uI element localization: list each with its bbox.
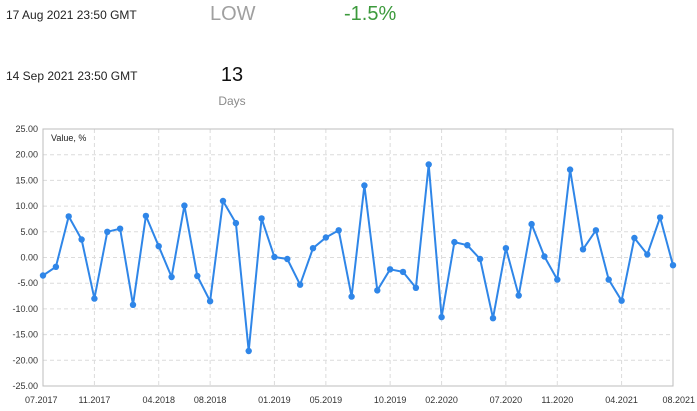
data-point: [631, 234, 638, 242]
data-point: [489, 315, 497, 322]
duration-value: 13: [220, 64, 244, 86]
data-point: [644, 251, 651, 258]
data-point: [219, 197, 227, 205]
y-tick-label: 20.00: [15, 150, 38, 160]
y-tick-label: 25.00: [15, 124, 38, 134]
data-point: [116, 225, 124, 232]
y-tick-label: 10.00: [15, 201, 38, 211]
data-point: [515, 292, 522, 299]
x-tick-label: 11.2017: [78, 395, 110, 405]
x-tick-label: 08.2021: [662, 395, 695, 405]
series-line: [42, 163, 674, 352]
data-point: [412, 284, 420, 291]
legend-label: Value, %: [51, 133, 86, 143]
data-point: [168, 273, 175, 281]
data-point: [129, 301, 137, 308]
data-point: [284, 255, 291, 263]
data-point: [425, 161, 432, 168]
data-point: [618, 297, 625, 304]
x-axis-ticks: 07.2017 11.2017 04.2018 08.2018 01.2019 05.20…: [25, 395, 695, 405]
y-tick-label: -20.00: [12, 355, 38, 365]
x-tick-label: 04.2021: [605, 395, 638, 405]
data-point: [566, 166, 574, 173]
data-point: [322, 234, 330, 241]
data-point: [541, 253, 548, 260]
data-point: [91, 295, 98, 302]
x-tick-label: 02.2020: [425, 395, 458, 405]
data-point: [155, 243, 162, 250]
data-point: [271, 253, 278, 261]
data-point: [52, 263, 60, 270]
y-tick-label: -15.00: [12, 330, 38, 340]
data-point: [309, 245, 317, 252]
data-point: [451, 238, 458, 246]
data-point: [605, 276, 612, 283]
x-tick-label: 08.2018: [194, 395, 227, 405]
data-point: [65, 213, 72, 220]
data-point: [656, 214, 664, 221]
x-tick-label: 10.2019: [374, 395, 407, 405]
direction-label: LOW: [210, 3, 256, 25]
data-point: [476, 255, 484, 263]
data-point: [335, 227, 342, 234]
data-point: [194, 272, 201, 280]
data-point: [348, 293, 355, 300]
y-tick-label: 0.00: [20, 253, 38, 263]
data-point: [296, 281, 304, 288]
plot-area: [42, 128, 674, 387]
data-point: [78, 236, 85, 243]
data-point: [39, 272, 47, 279]
data-point: [386, 266, 394, 273]
data-point: [258, 215, 265, 222]
x-tick-label: 01.2019: [258, 395, 291, 405]
data-point: [142, 212, 150, 220]
data-point: [181, 202, 188, 209]
data-points: [39, 161, 677, 355]
data-point: [104, 228, 111, 235]
data-point: [374, 287, 381, 294]
data-point: [245, 347, 252, 355]
start-date: 17 Aug 2021 23:50 GMT: [6, 8, 137, 22]
x-tick-label: 07.2020: [490, 395, 523, 405]
y-tick-label: 5.00: [20, 227, 38, 237]
change-value: -1.5%: [344, 3, 397, 25]
data-point: [528, 220, 535, 228]
data-point: [399, 268, 407, 276]
y-tick-label: 15.00: [15, 175, 38, 185]
data-point: [438, 313, 445, 321]
data-point: [554, 276, 561, 283]
data-point: [361, 182, 368, 189]
end-date: 14 Sep 2021 23:50 GMT: [6, 69, 138, 83]
y-tick-label: -25.00: [12, 381, 38, 391]
y-tick-label: -10.00: [12, 304, 38, 314]
data-point: [579, 246, 587, 253]
data-point: [464, 242, 471, 249]
data-point: [502, 245, 510, 252]
x-tick-label: 04.2018: [142, 395, 175, 405]
data-point: [592, 227, 600, 234]
x-tick-label: 05.2019: [310, 395, 343, 405]
x-tick-label: 11.2020: [541, 395, 573, 405]
data-point: [206, 298, 214, 305]
y-tick-label: -5.00: [17, 278, 38, 288]
duration-unit: Days: [218, 94, 246, 108]
data-point: [232, 219, 240, 227]
x-tick-label: 07.2017: [25, 395, 58, 405]
grid: [43, 129, 673, 386]
data-point: [669, 262, 677, 269]
y-axis-ticks: 25.00 20.00 15.00 10.00 5.00 0.00 -5.00 -10.00 -…: [12, 124, 38, 391]
